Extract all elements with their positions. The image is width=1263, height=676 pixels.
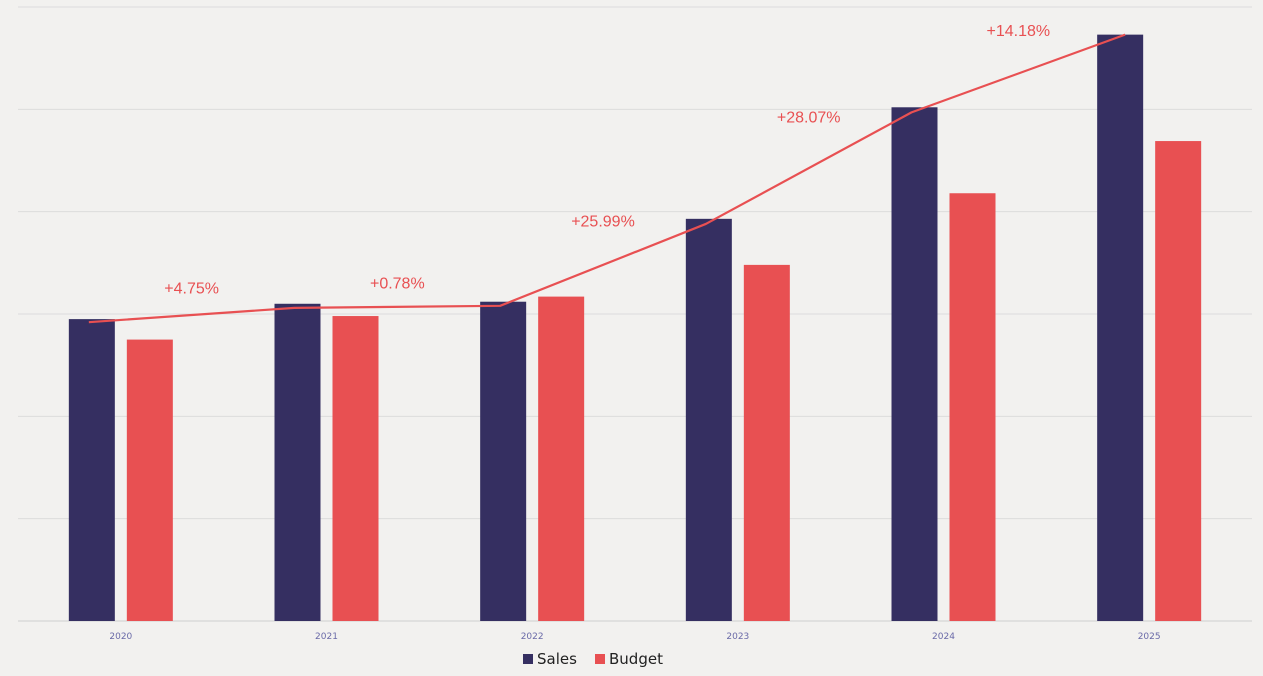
trend-line-layer xyxy=(88,33,1126,324)
bar-budget-2021 xyxy=(332,316,379,621)
gridlines xyxy=(18,6,1252,622)
bar-sales-2025 xyxy=(1097,34,1144,621)
x-tick-label: 2023 xyxy=(726,632,749,642)
legend: Sales Budget xyxy=(523,650,663,668)
bar-budget-2023 xyxy=(743,264,790,621)
x-tick-label: 2020 xyxy=(109,632,132,642)
bar-sales-2022 xyxy=(480,301,527,621)
x-tick-label: 2022 xyxy=(521,632,544,642)
bar-sales-2021 xyxy=(274,303,321,621)
growth-label: +28.07% xyxy=(777,109,841,126)
growth-label: +14.18% xyxy=(987,23,1051,40)
bar-budget-2022 xyxy=(538,296,585,621)
bar-sales-2024 xyxy=(891,107,938,621)
x-tick-label: 2024 xyxy=(932,632,955,642)
trend-line xyxy=(88,33,1126,324)
legend-swatch-budget xyxy=(595,654,605,664)
growth-label: +4.75% xyxy=(164,280,219,297)
x-tick-label: 2021 xyxy=(315,632,338,642)
growth-label: +0.78% xyxy=(370,275,425,292)
bar-budget-2024 xyxy=(949,193,996,621)
legend-swatch-sales xyxy=(523,654,533,664)
bar-budget-2020 xyxy=(126,339,173,621)
legend-label-sales: Sales xyxy=(537,650,577,668)
labels: 2020 2021 2022 2023 2024 2025 +4.75% +0.78% +25.… xyxy=(109,23,1160,642)
bar-sales-2023 xyxy=(685,218,732,621)
bar-sales-2020 xyxy=(68,319,115,621)
legend-label-budget: Budget xyxy=(609,650,663,668)
bar-budget-2025 xyxy=(1155,141,1202,621)
x-tick-label: 2025 xyxy=(1138,632,1161,642)
growth-label: +25.99% xyxy=(571,213,635,230)
bars xyxy=(68,34,1202,621)
